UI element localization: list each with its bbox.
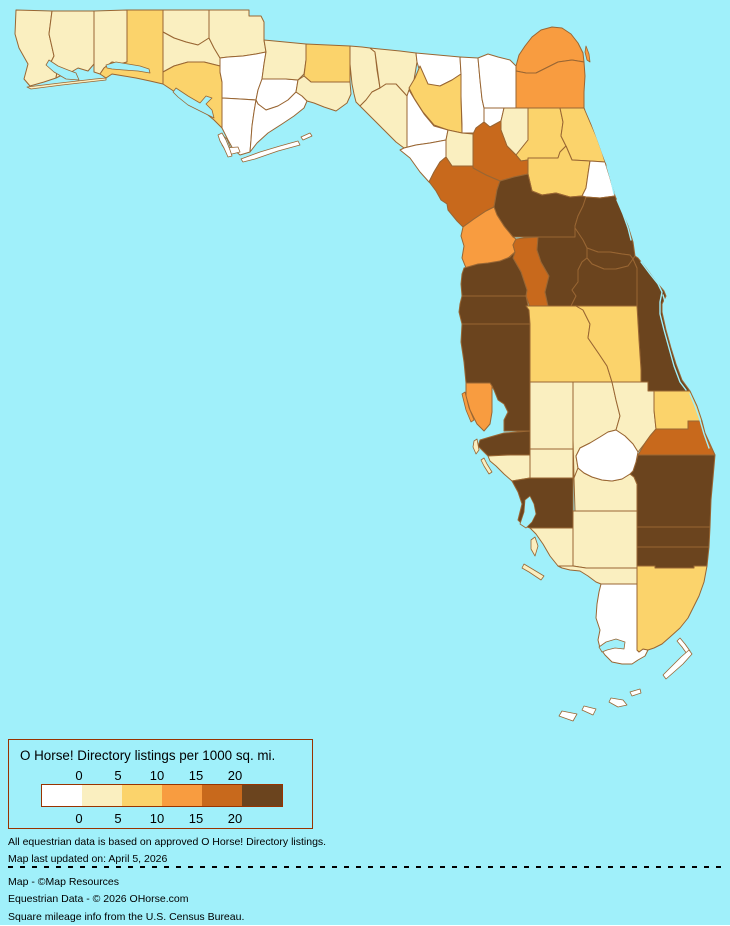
legend-tick: 20 [227, 811, 243, 826]
legend-ticks-top: 0 5 10 15 20 [9, 768, 312, 783]
dashed-separator [8, 866, 722, 868]
island-middle-keys-2 [608, 697, 628, 708]
island-santa-rosa-island [26, 77, 107, 90]
island-pine-island [530, 536, 539, 557]
county-desoto [529, 448, 574, 479]
legend-tick: 0 [75, 811, 83, 826]
county-franklin [249, 91, 308, 153]
legend-box: O Horse! Directory listings per 1000 sq.… [8, 739, 313, 829]
island-dog-island [300, 132, 313, 141]
legend-tick: 0 [75, 768, 83, 783]
island-sanibel-island [521, 563, 545, 581]
legend-swatch-2 [122, 785, 162, 806]
island-anna-maria-island [472, 438, 480, 455]
legend-tick: 10 [149, 811, 165, 826]
legend-ticks-bottom: 0 5 10 15 20 [9, 811, 312, 826]
note-last-updated: Map last updated on: April 5, 2026 [8, 853, 168, 865]
county-jackson [208, 9, 267, 59]
county-palm-beach [636, 526, 711, 548]
island-lower-keys-1 [581, 705, 597, 716]
island-siesta-key [480, 457, 493, 475]
county-martin [629, 454, 716, 528]
water-whitewater-bay [598, 638, 626, 653]
legend-swatch-0 [42, 785, 82, 806]
island-st-george-island [240, 140, 301, 163]
credit-equestrian-data: Equestrian Data - © 2026 OHorse.com [8, 893, 189, 906]
water-matanzas-lagoon [606, 165, 615, 195]
water-indian-river-lagoon-south [689, 393, 710, 449]
water-st-andrew-bay [172, 87, 215, 119]
county-brevard [632, 255, 691, 392]
island-clearwater-barrier [461, 391, 475, 423]
map-notes: All equestrian data is based on approved… [8, 834, 326, 868]
legend-tick: 20 [227, 768, 243, 783]
county-hernando [460, 251, 528, 297]
credit-map-resources: Map - ©Map Resources [8, 876, 120, 888]
island-amelia-island [584, 45, 591, 63]
island-middle-keys-1 [629, 688, 642, 697]
county-gadsden [261, 39, 307, 81]
legend-color-bar [41, 784, 283, 807]
legend-tick: 10 [149, 768, 165, 783]
county-gilchrist [445, 129, 474, 167]
island-key-largo [662, 649, 693, 680]
county-sarasota [487, 454, 531, 482]
county-duval [515, 59, 586, 109]
water-st-johns-lagoon [585, 109, 607, 163]
county-miami-dade [636, 565, 708, 653]
legend-tick: 5 [114, 811, 122, 826]
island-lower-keys-2 [558, 710, 578, 722]
credit-census: Square mileage info from the U.S. Census… [8, 910, 245, 923]
lake-okeechobee [575, 429, 639, 482]
water-banana-river [662, 294, 667, 316]
island-st-joseph-spit [217, 132, 233, 158]
legend-title: O Horse! Directory listings per 1000 sq.… [20, 748, 276, 763]
water-indian-river-lagoon-north [640, 261, 687, 391]
county-pasco [458, 295, 531, 325]
legend-tick: 15 [188, 768, 204, 783]
county-hillsborough [460, 323, 531, 432]
water-choctawhatchee-bay [105, 61, 151, 74]
county-hendry [572, 510, 638, 569]
map-credits: Map - ©Map Resources Equestrian Data - ©… [8, 874, 244, 926]
note-data-source: All equestrian data is based on approved… [8, 836, 327, 848]
water-pensacola-bay [45, 59, 80, 81]
county-manatee [477, 430, 531, 457]
county-leon [303, 43, 351, 83]
county-broward [636, 546, 710, 569]
legend-tick: 5 [114, 768, 122, 783]
county-wakulla [295, 75, 352, 112]
county-collier [557, 565, 638, 585]
county-baker [477, 53, 517, 109]
legend-tick: 15 [188, 811, 204, 826]
county-taylor [359, 83, 408, 149]
legend-swatch-5 [242, 785, 282, 806]
legend-swatch-1 [82, 785, 122, 806]
water-charlotte-harbor [519, 495, 537, 529]
county-hardee [529, 381, 574, 450]
county-pinellas [465, 382, 493, 432]
legend-swatch-3 [162, 785, 202, 806]
water-halifax-lagoon [616, 199, 632, 241]
county-bay [162, 61, 223, 129]
legend-swatch-4 [202, 785, 242, 806]
